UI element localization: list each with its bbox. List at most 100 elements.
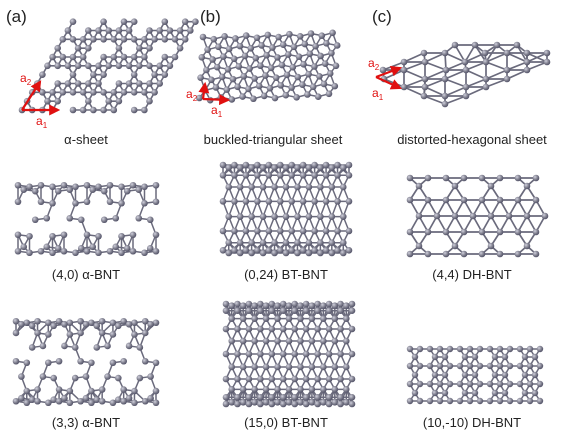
atom <box>83 231 91 239</box>
atom <box>451 182 459 190</box>
atom <box>45 359 52 367</box>
atom <box>257 350 264 358</box>
atom <box>333 42 341 49</box>
atom <box>285 337 293 345</box>
atom <box>69 106 77 114</box>
atom <box>152 181 160 189</box>
atom <box>288 84 295 91</box>
atom <box>276 227 284 235</box>
atom <box>66 387 74 395</box>
atom <box>120 89 128 96</box>
atom <box>231 161 238 169</box>
atom <box>345 171 353 179</box>
atom <box>59 89 67 96</box>
bond <box>444 52 466 63</box>
atom <box>14 247 22 255</box>
atom <box>406 196 414 204</box>
atom <box>95 80 102 87</box>
atom <box>110 106 118 114</box>
bond <box>424 69 447 80</box>
atom <box>503 66 511 74</box>
atom <box>441 100 449 108</box>
atom <box>225 164 233 171</box>
atom <box>115 396 122 404</box>
atom <box>254 198 261 205</box>
atom <box>543 49 551 57</box>
atom <box>317 239 324 247</box>
atom <box>424 250 432 258</box>
bond <box>526 61 548 71</box>
atom <box>110 53 118 61</box>
atom <box>496 380 504 388</box>
atom <box>339 249 347 257</box>
atom <box>406 380 414 388</box>
atom <box>288 198 296 205</box>
atom <box>166 27 174 34</box>
atom <box>320 315 327 322</box>
atom <box>274 54 281 61</box>
atom <box>328 213 336 220</box>
atom <box>236 164 244 171</box>
bond <box>424 61 447 71</box>
atom <box>325 375 333 383</box>
atom <box>136 44 143 52</box>
bond <box>403 52 425 63</box>
atom <box>219 161 227 169</box>
atom <box>232 35 239 42</box>
atom <box>259 183 267 191</box>
atom <box>326 70 334 77</box>
atom <box>317 164 324 171</box>
atom <box>321 60 329 67</box>
atom <box>288 171 296 179</box>
atom <box>431 389 439 397</box>
caption-bt-bnt-0-24: (0,24) BT-BNT <box>244 267 328 282</box>
atom <box>20 186 28 193</box>
atom <box>451 41 459 49</box>
atom <box>26 183 33 191</box>
atom <box>71 374 79 382</box>
atom <box>197 74 204 81</box>
atom <box>257 300 264 308</box>
bond <box>506 61 528 71</box>
atom <box>424 196 432 204</box>
atom <box>276 171 284 179</box>
atom <box>345 198 353 205</box>
atom <box>79 53 87 61</box>
atom <box>487 242 495 250</box>
atom <box>262 337 270 345</box>
atom <box>59 36 67 43</box>
atom <box>456 362 464 370</box>
atom <box>245 375 253 383</box>
atom <box>204 46 211 53</box>
atom <box>406 228 414 236</box>
bond <box>444 95 467 105</box>
atom <box>406 362 414 370</box>
atom <box>456 345 464 353</box>
atom <box>100 53 107 61</box>
bond <box>485 52 508 63</box>
atom <box>523 66 531 74</box>
atom <box>441 75 449 83</box>
bond <box>444 86 467 97</box>
atom <box>446 380 454 388</box>
atom <box>536 380 544 388</box>
atom <box>55 386 63 393</box>
atom <box>222 307 230 314</box>
atom <box>54 245 62 252</box>
atom <box>320 363 327 371</box>
atom <box>317 52 324 60</box>
atom <box>476 397 484 405</box>
atom <box>49 89 56 96</box>
atom <box>516 380 524 388</box>
atom <box>265 227 273 235</box>
atom <box>12 357 20 365</box>
atom <box>300 61 307 68</box>
atom <box>98 329 106 337</box>
atom <box>314 93 322 100</box>
atom <box>234 300 241 308</box>
atom <box>45 399 52 407</box>
atom <box>106 181 114 189</box>
atom <box>526 345 534 353</box>
atom <box>100 18 107 25</box>
bond <box>424 78 446 88</box>
